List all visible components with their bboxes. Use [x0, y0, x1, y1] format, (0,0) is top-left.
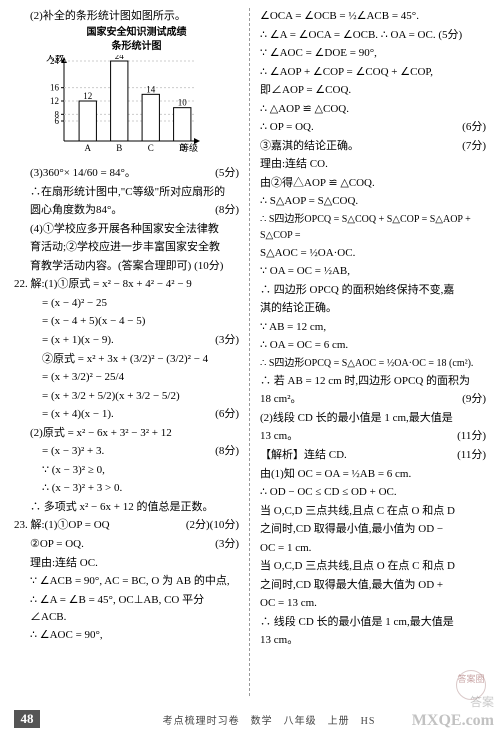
text: 之间时,CD 取得最大值,最大值为 OD +: [260, 577, 486, 594]
text: ∴ △AOP ≌ △COQ.: [260, 101, 486, 118]
text: ∵ OA = OC = ½AB,: [260, 263, 486, 280]
bar-chart: 国家安全知识测试成绩 条形统计图 68121624人数12A24B14C10D等…: [34, 27, 239, 161]
text: 圆心角度数为84°。: [30, 204, 122, 216]
text: = (x + 4)(x − 1).: [42, 408, 114, 420]
text: = (x − 4)² − 25: [14, 295, 239, 312]
text: = (x + 3/2 + 5/2)(x + 3/2 − 5/2): [14, 388, 239, 405]
text: = (x + 1)(x − 9).: [42, 334, 114, 346]
right-column: ∠OCA = ∠OCB = ½∠ACB = 45°. ∴ ∠A = ∠OCA =…: [250, 8, 486, 696]
svg-text:C: C: [148, 143, 154, 153]
text: ∵ ∠AOC = ∠DOE = 90°,: [260, 45, 486, 62]
watermark-text: 答案: [470, 693, 494, 710]
text: ∴ 多项式 x² − 6x + 12 的值总是正数。: [30, 501, 213, 513]
svg-text:14: 14: [146, 84, 156, 94]
chart-title-1: 国家安全知识测试成绩: [34, 27, 239, 39]
text: ∴ ∠A = ∠OCA = ∠OCB. ∴ OA = OC. (5分): [260, 27, 486, 44]
svg-text:人数: 人数: [46, 55, 64, 63]
score: (5分): [215, 165, 239, 182]
text: ∴ OP = OQ.: [260, 121, 314, 133]
svg-text:等级: 等级: [180, 142, 198, 153]
text: 理由:连结 CO.: [260, 156, 486, 173]
text: ∴ 线段 CD 长的最小值是 1 cm,最大值是: [260, 614, 486, 631]
watermark-url: MXQE.com: [412, 712, 494, 730]
text: ∴ (x − 3)² + 3 > 0.: [14, 480, 239, 497]
text: ∵ (x − 3)² ≥ 0,: [14, 462, 239, 479]
text: 淇的结论正确。: [260, 300, 486, 317]
score: (3分): [215, 536, 239, 553]
text: ∴ S四边形OPCQ = S△AOC = ½OA·OC = 18 (cm²).: [260, 356, 486, 372]
svg-text:12: 12: [83, 91, 92, 101]
text: 23. 解:(1)①OP = OQ: [14, 519, 110, 531]
score: (8分): [215, 443, 239, 460]
chart-title-2: 条形统计图: [34, 41, 239, 53]
svg-text:10: 10: [178, 98, 188, 108]
score: (2分): [186, 517, 210, 534]
text: S△AOC = ½OA·OC.: [260, 245, 486, 262]
text: ∴ ∠A = ∠B = 45°, OC⊥AB, CO 平分∠ACB.: [14, 592, 239, 626]
svg-text:12: 12: [50, 96, 59, 106]
score: (7分): [462, 138, 486, 155]
text: 13 cm。: [260, 632, 486, 649]
text: = (x − 3)² + 3.: [42, 445, 104, 457]
text: ∴ 若 AB = 12 cm 时,四边形 OPCQ 的面积为: [260, 373, 486, 390]
score: (6分): [215, 406, 239, 423]
text: ∴ ∠AOC = 90°,: [14, 627, 239, 644]
score: (10分): [210, 517, 239, 534]
text: ②原式 = x² + 3x + (3/2)² − (3/2)² − 4: [14, 351, 239, 368]
text: 育教学活动内容。(答案合理即可) (10分): [14, 258, 239, 275]
score: (6分): [462, 119, 486, 136]
text: 当 O,C,D 三点共线,且点 O 在点 C 和点 D: [260, 558, 486, 575]
text: ∴在扇形统计图中,"C等级"所对应扇形的: [14, 184, 239, 201]
text: ∵ ∠ACB = 90°, AC = BC, O 为 AB 的中点,: [14, 573, 239, 590]
text: (3)360°× 14/60 = 84°。: [14, 165, 239, 182]
text: ∵ AB = 12 cm,: [260, 319, 486, 336]
svg-text:16: 16: [50, 83, 60, 93]
score: (3分): [215, 332, 239, 349]
text: OC = 13 cm.: [260, 595, 486, 612]
text: ②OP = OQ.: [30, 538, 84, 550]
text: 即∠AOP = ∠COQ.: [260, 82, 486, 99]
chart-svg: 68121624人数12A24B14C10D等级: [34, 55, 204, 155]
text: 由②得△AOP ≌ △COQ.: [260, 175, 486, 192]
text: (4)①学校应多开展各种国家安全法律教: [14, 221, 239, 238]
score: (11分): [457, 428, 486, 445]
text: ∠OCA = ∠OCB = ½∠ACB = 45°.: [260, 8, 486, 25]
text: (2)补全的条形统计图如图所示。: [14, 8, 239, 25]
text: ∴ S四边形OPCQ = S△COQ + S△COP = S△AOP + S△C…: [260, 212, 486, 243]
page-number: 48: [14, 710, 40, 728]
text: = (x + 3/2)² − 25/4: [14, 369, 239, 386]
svg-text:A: A: [85, 143, 92, 153]
svg-text:24: 24: [115, 55, 125, 61]
text: 当 O,C,D 三点共线,且点 C 在点 O 和点 D: [260, 503, 486, 520]
left-column: (2)补全的条形统计图如图所示。 国家安全知识测试成绩 条形统计图 681216…: [14, 8, 250, 696]
text: ∴ ∠AOP + ∠COP = ∠COQ + ∠COP,: [260, 64, 486, 81]
text: 之间时,CD 取得最小值,最小值为 OD −: [260, 521, 486, 538]
text: OC = 1 cm.: [260, 540, 486, 557]
score: (8分): [215, 202, 239, 219]
text: ∴ 四边形 OPCQ 的面积始终保持不变,嘉: [260, 282, 486, 299]
text: (2)线段 CD 长的最小值是 1 cm,最大值是: [260, 410, 486, 427]
text: ∴ OA = OC = 6 cm.: [260, 337, 486, 354]
text: ③嘉淇的结论正确。: [260, 140, 359, 152]
text: (2)原式 = x² − 6x + 3² − 3² + 12: [14, 425, 239, 442]
text: = (x − 4 + 5)(x − 4 − 5): [14, 313, 239, 330]
text: 22. 解:(1)①原式 = x² − 8x + 4² − 4² − 9: [14, 276, 239, 293]
text: 育活动;②学校应进一步丰富国家安全教: [14, 239, 239, 256]
text: ∴ OD − OC ≤ CD ≤ OD + OC.: [260, 484, 486, 501]
text: 18 cm²。: [260, 393, 302, 405]
text: 理由:连结 OC.: [14, 555, 239, 572]
svg-text:B: B: [116, 143, 122, 153]
score: (9分): [462, 391, 486, 408]
score: (11分): [457, 447, 486, 464]
svg-text:8: 8: [55, 109, 60, 119]
text: ∴ S△AOP = S△COQ.: [260, 193, 486, 210]
text: 由(1)知 OC = OA = ½AB = 6 cm.: [260, 466, 486, 483]
text: 13 cm。: [260, 430, 298, 442]
text: 【解析】连结 CD.: [260, 449, 347, 461]
